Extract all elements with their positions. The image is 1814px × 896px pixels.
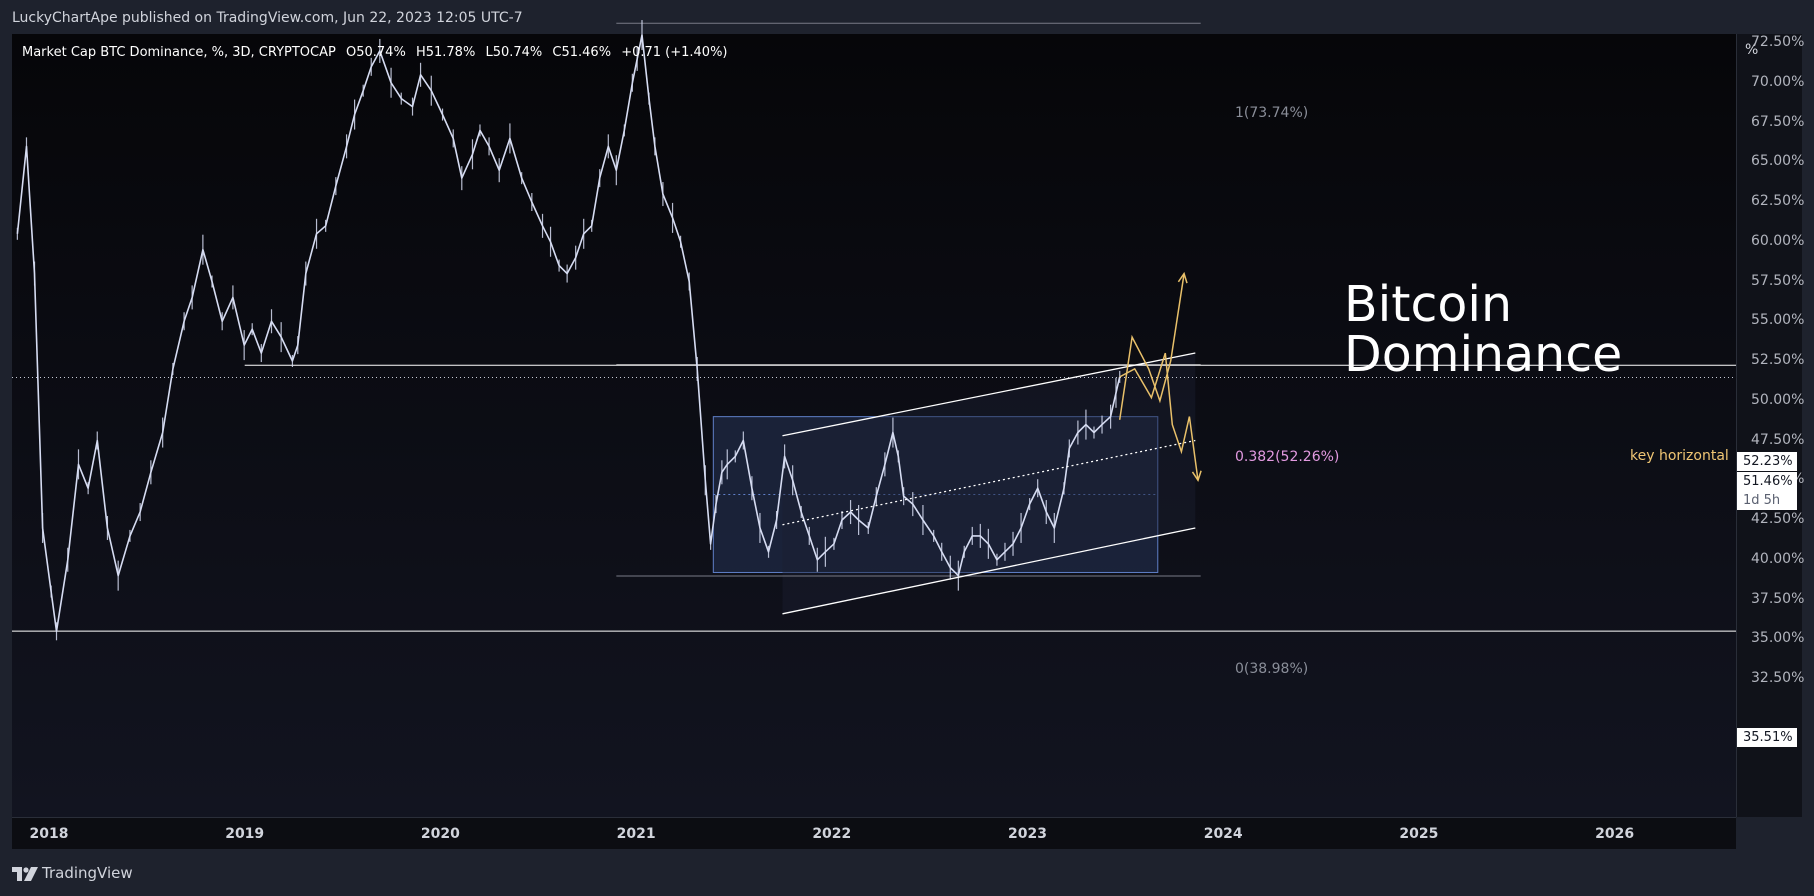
x-tick-label: 2019 <box>225 826 265 842</box>
ohlc-open: O50.74% <box>346 45 406 60</box>
y-tick-label: 72.50% <box>1751 34 1805 50</box>
y-tick-label: 40.00% <box>1751 550 1805 567</box>
channel-mid-line <box>782 439 1196 526</box>
x-tick-label: 2025 <box>1399 826 1439 842</box>
price-unit: % <box>1745 42 1759 58</box>
y-tick-label: 42.50% <box>1751 511 1805 527</box>
tradingview-logo-icon <box>12 866 38 881</box>
y-tick-label: 65.00% <box>1751 153 1805 170</box>
y-tick-label: 50.00% <box>1751 391 1805 408</box>
y-tick-label: 35.00% <box>1751 630 1805 647</box>
y-tick-label: 57.50% <box>1751 272 1805 289</box>
x-tick-label: 2023 <box>1008 826 1047 842</box>
y-tick-label: 62.50% <box>1751 193 1805 209</box>
key-level-badge: 52.23% <box>1737 452 1797 471</box>
ohlc-high: H51.78% <box>415 45 476 60</box>
y-tick-label: 55.00% <box>1751 312 1805 329</box>
y-tick-label: 70.00% <box>1751 73 1805 90</box>
fib-label-bottom[interactable]: 0(38.98%) <box>1235 661 1309 677</box>
ohlc-close: C51.46% <box>552 45 612 60</box>
fib-label-mid[interactable]: 0.382(52.26%) <box>1235 449 1340 465</box>
footer <box>0 849 1814 896</box>
y-tick-label: 52.50% <box>1751 352 1805 368</box>
symbol-legend[interactable]: Market Cap BTC Dominance, %, 3D, CRYPTOC… <box>22 45 728 60</box>
tradingview-brand[interactable]: TradingView <box>12 864 133 882</box>
key-horizontal-label[interactable]: key horizontal <box>1630 448 1729 464</box>
channel-lower-line <box>782 527 1196 615</box>
publisher-header: LuckyChartApe published on TradingView.c… <box>0 0 1814 34</box>
y-tick-label: 60.00% <box>1751 232 1805 249</box>
y-tick-label: 67.50% <box>1751 113 1805 130</box>
x-tick-label: 2022 <box>812 826 852 842</box>
time-axis[interactable] <box>12 817 1736 850</box>
last-price-badge: 51.46% <box>1737 472 1797 491</box>
x-tick-label: 2026 <box>1595 826 1635 842</box>
annotation-title-line1: Bitcoin <box>1344 276 1513 333</box>
channel-band <box>782 353 1196 614</box>
x-tick-label: 2020 <box>420 826 460 842</box>
ohlc-change: +0.71 (+1.40%) <box>621 45 728 60</box>
projection-up-path <box>1118 273 1185 420</box>
fib-label-top[interactable]: 1(73.74%) <box>1235 105 1309 121</box>
low-level-badge: 35.51% <box>1737 728 1797 747</box>
annotation-title-line2: Dominance <box>1344 326 1623 383</box>
tradingview-brand-name: TradingView <box>42 864 133 882</box>
y-tick-label: 47.50% <box>1751 431 1805 448</box>
channel-upper-line <box>782 352 1196 437</box>
y-tick-label: 37.50% <box>1751 590 1805 607</box>
x-tick-label: 2024 <box>1203 826 1243 842</box>
symbol-name[interactable]: Market Cap BTC Dominance, %, 3D, CRYPTOC… <box>22 45 336 60</box>
publisher-line: LuckyChartApe published on TradingView.c… <box>12 10 523 26</box>
price-scale[interactable] <box>1736 34 1802 817</box>
projection-down-path-arrowhead <box>1191 470 1202 482</box>
annotation-title[interactable]: Bitcoin Dominance <box>1344 280 1622 380</box>
x-tick-label: 2018 <box>29 826 69 842</box>
ohlc-low: L50.74% <box>485 45 543 60</box>
projection-down-path <box>1119 352 1199 481</box>
countdown-badge: 1d 5h <box>1737 491 1797 510</box>
x-tick-label: 2021 <box>616 826 656 842</box>
projection-up-path-arrowhead <box>1177 271 1188 284</box>
y-tick-label: 32.50% <box>1751 670 1805 686</box>
